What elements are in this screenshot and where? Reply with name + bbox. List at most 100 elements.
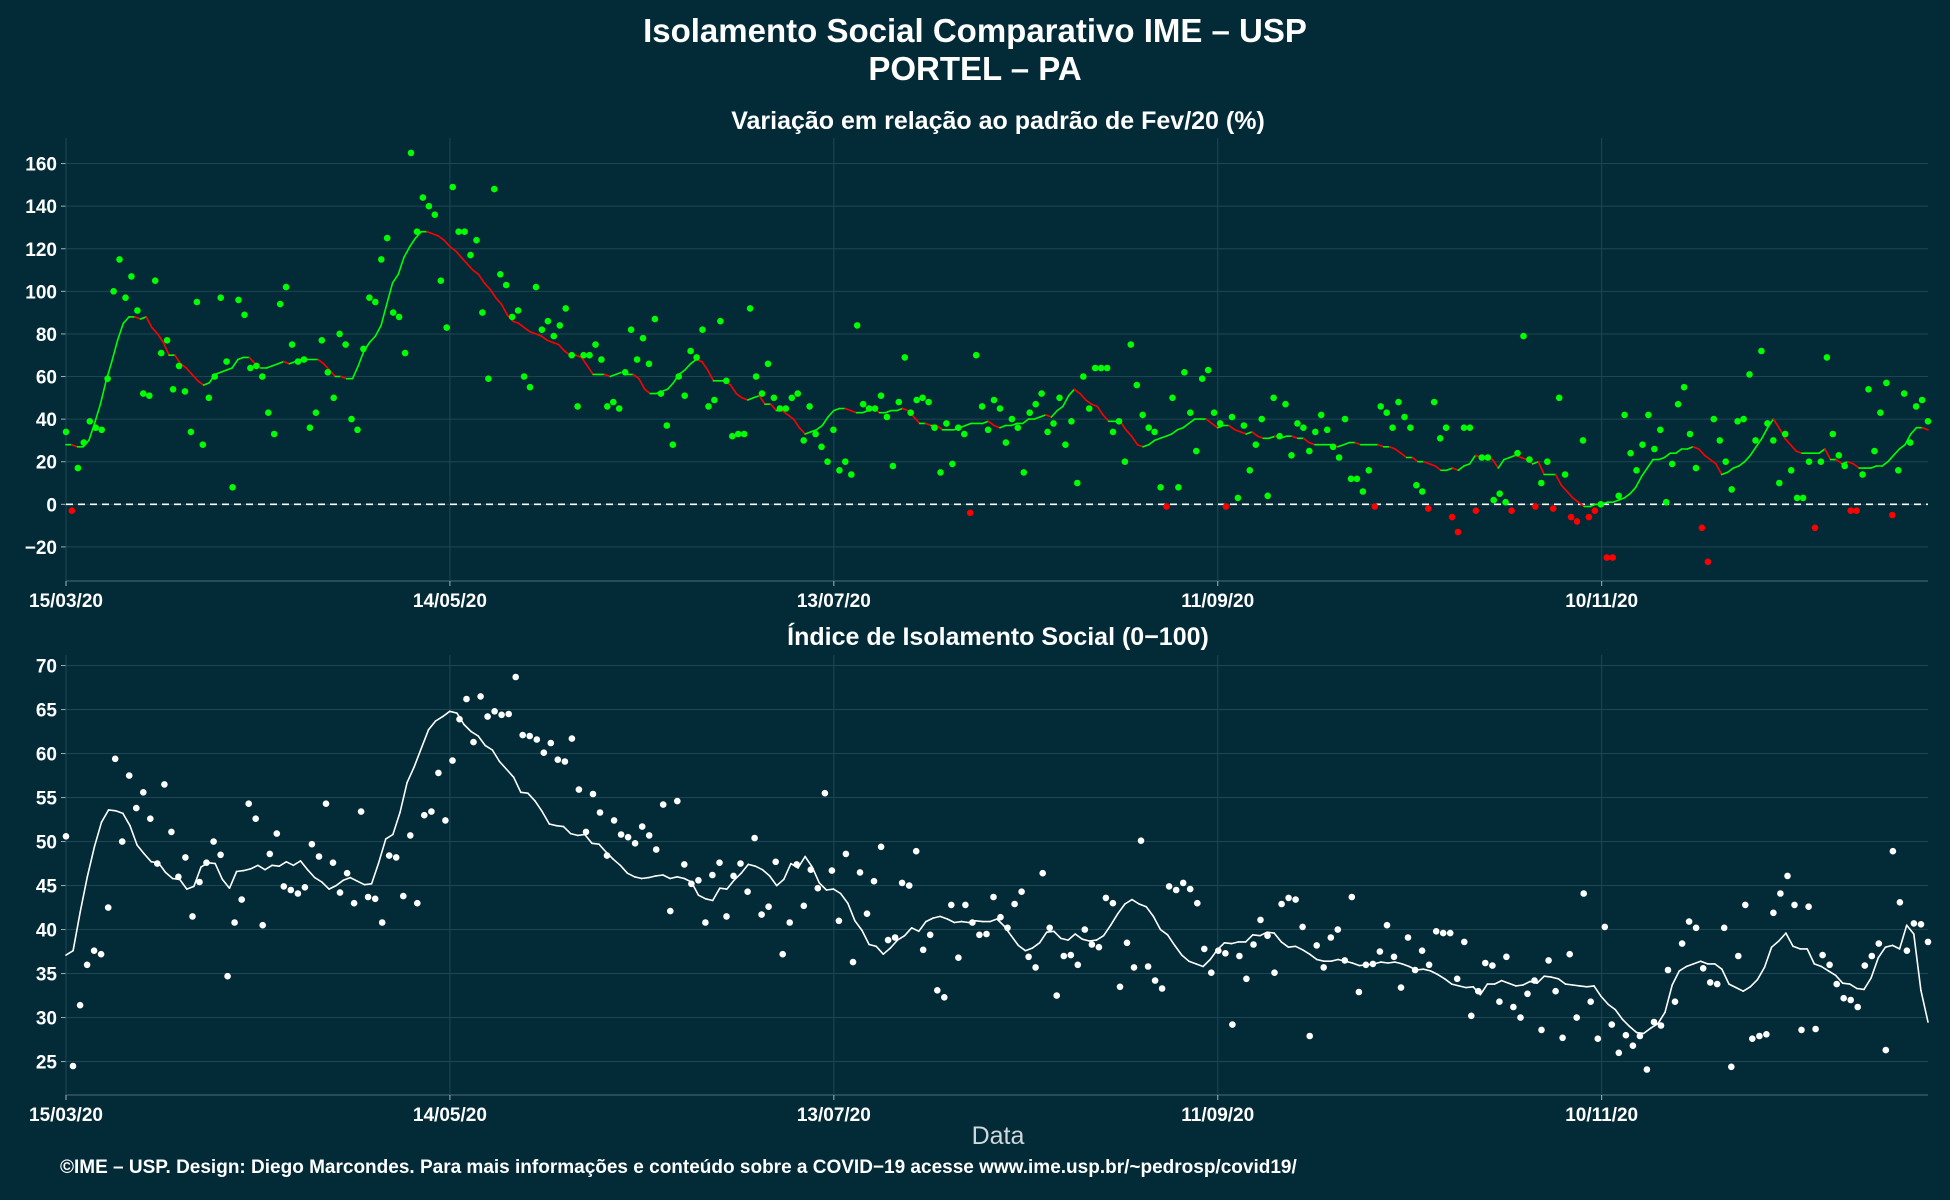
daily-point	[111, 755, 119, 763]
moving-average-segment	[1388, 445, 1396, 450]
moving-average-segment	[377, 838, 387, 864]
moving-average-segment	[740, 863, 750, 875]
daily-point	[342, 341, 349, 348]
daily-point	[1102, 894, 1110, 902]
daily-point	[990, 396, 998, 404]
daily-point	[990, 893, 997, 901]
daily-point	[508, 313, 516, 321]
moving-average-segment	[1188, 960, 1197, 965]
daily-point	[505, 710, 512, 718]
daily-point	[1172, 886, 1180, 894]
moving-average-segment	[662, 874, 671, 880]
moving-average-segment	[1650, 1022, 1659, 1029]
daily-point	[1175, 484, 1182, 491]
moving-average-segment	[100, 809, 110, 824]
daily-point	[779, 950, 786, 958]
daily-point	[1014, 424, 1022, 432]
daily-point	[1377, 403, 1384, 410]
daily-point	[663, 422, 671, 429]
moving-average-segment	[598, 843, 607, 853]
moving-average-segment	[1714, 963, 1723, 971]
daily-point	[598, 356, 605, 363]
moving-average-segment	[380, 303, 388, 327]
moving-average-segment	[1337, 443, 1345, 448]
daily-point	[461, 228, 468, 235]
daily-point	[948, 901, 955, 909]
daily-point	[371, 895, 379, 903]
daily-point	[425, 202, 433, 210]
daily-point	[1127, 341, 1135, 348]
daily-point	[1250, 941, 1257, 948]
daily-point	[1130, 964, 1138, 971]
moving-average-segment	[406, 765, 416, 784]
daily-point	[800, 902, 808, 910]
moving-average-segment	[901, 407, 910, 412]
moving-average-segment	[384, 833, 394, 840]
index-daily-points	[62, 673, 1932, 1073]
moving-average-segment	[1614, 1008, 1624, 1021]
moving-average-segment	[1130, 435, 1139, 446]
moving-average-segment	[640, 876, 650, 880]
daily-point	[1401, 413, 1408, 421]
moving-average-segment	[782, 862, 792, 881]
moving-average-segment	[1085, 399, 1093, 406]
daily-point	[976, 931, 983, 939]
daily-point	[1502, 498, 1509, 506]
moving-average-segment	[1579, 985, 1588, 988]
daily-point	[306, 424, 314, 432]
moving-average-segment	[591, 842, 600, 846]
daily-point	[1323, 426, 1331, 434]
daily-point	[266, 850, 274, 858]
daily-point	[428, 808, 435, 815]
moving-average-segment	[143, 853, 153, 863]
daily-point	[765, 903, 772, 910]
daily-point	[1608, 1021, 1616, 1028]
moving-average-segment	[328, 884, 337, 890]
moving-average-segment	[846, 902, 856, 922]
daily-point	[366, 294, 373, 302]
daily-point	[550, 332, 558, 340]
moving-average-segment	[278, 860, 288, 868]
moving-average-segment	[351, 365, 360, 380]
daily-point	[1520, 332, 1527, 340]
moving-average-segment	[193, 866, 202, 888]
moving-average-segment	[1060, 937, 1069, 941]
daily-point	[1823, 354, 1831, 361]
daily-point	[1544, 458, 1551, 466]
x-tick-label: 11/09/20	[1181, 591, 1254, 612]
daily-point	[491, 708, 498, 715]
daily-point	[925, 398, 932, 406]
moving-average-segment	[320, 881, 330, 890]
daily-point	[1861, 962, 1869, 969]
moving-average-segment	[615, 371, 623, 376]
daily-point	[1912, 403, 1920, 410]
daily-point	[1390, 953, 1398, 961]
moving-average-segment	[832, 407, 841, 412]
moving-average-segment	[505, 768, 515, 779]
moving-average-segment	[162, 341, 170, 357]
moving-average-segment	[735, 392, 743, 399]
daily-point	[1752, 437, 1759, 444]
daily-point	[385, 852, 393, 859]
moving-average-segment	[1081, 938, 1091, 942]
daily-point	[1395, 398, 1402, 406]
daily-point	[470, 738, 477, 746]
moving-average-segment	[471, 269, 480, 276]
daily-point	[554, 756, 562, 763]
daily-point	[1609, 554, 1616, 561]
daily-point	[134, 307, 141, 314]
moving-average-segment	[1715, 463, 1723, 476]
moving-average-segment	[122, 812, 131, 827]
moving-average-segment	[1377, 443, 1385, 448]
daily-point	[1895, 467, 1902, 474]
daily-point	[181, 388, 189, 395]
daily-point	[110, 288, 117, 295]
moving-average-segment	[1159, 435, 1167, 440]
daily-point	[610, 817, 618, 824]
daily-point	[723, 377, 730, 385]
moving-average-segment	[1824, 448, 1832, 461]
daily-point	[1791, 901, 1798, 909]
moving-average-segment	[1436, 973, 1446, 980]
moving-average-segment	[534, 333, 543, 337]
daily-point	[512, 673, 519, 681]
